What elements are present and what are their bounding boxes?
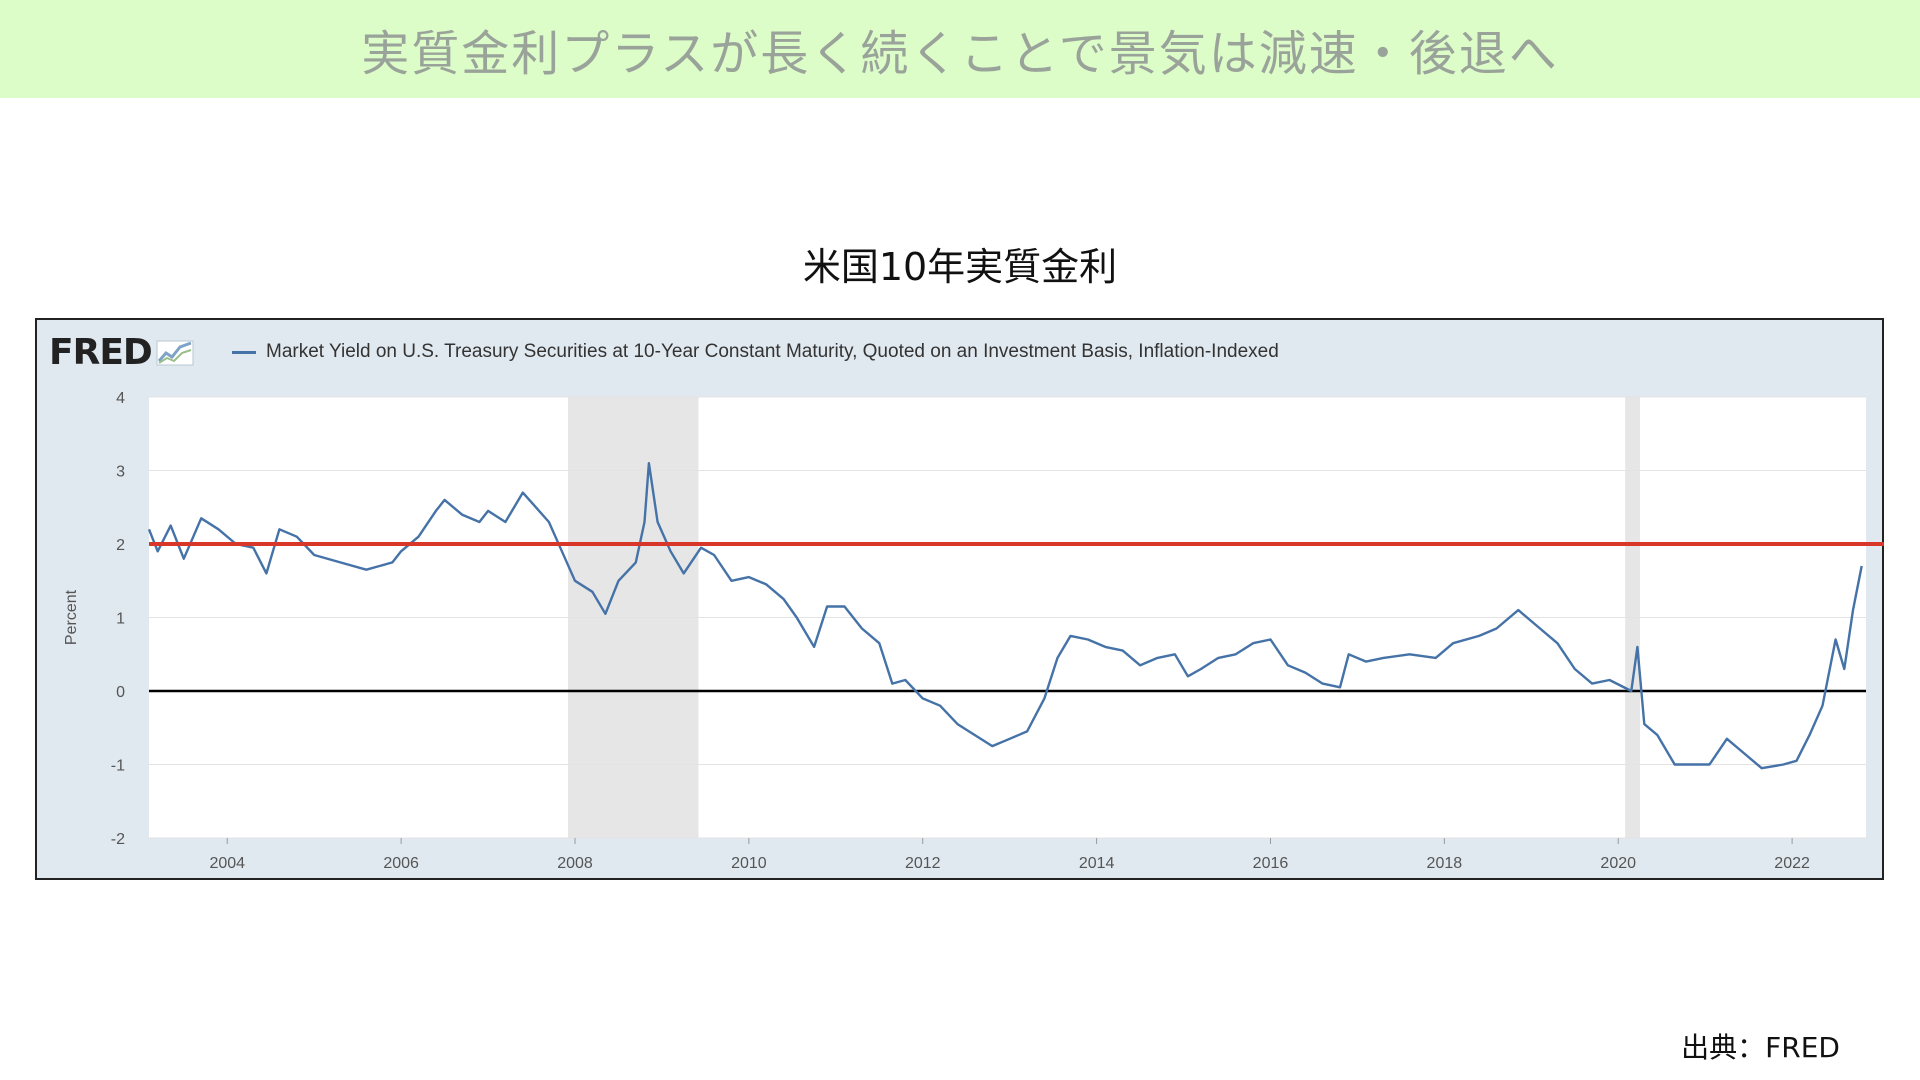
legend-swatch <box>232 350 256 354</box>
header-banner: 実質金利プラスが長く続くことで景気は減速・後退へ <box>0 0 1920 98</box>
legend-label: Market Yield on U.S. Treasury Securities… <box>266 341 1279 362</box>
source-note: 出典：FRED <box>1681 1031 1840 1064</box>
x-tick-label: 2004 <box>209 855 245 872</box>
chart-line-icon <box>156 340 194 366</box>
chart-legend: Market Yield on U.S. Treasury Securities… <box>232 337 1279 367</box>
chart-title: 米国10年実質金利 <box>802 245 1118 289</box>
fred-logo: FRED <box>49 330 194 374</box>
x-tick-label: 2020 <box>1600 855 1636 872</box>
y-tick-label: 3 <box>116 464 125 481</box>
x-tick-label: 2012 <box>905 855 941 872</box>
y-tick-label: 0 <box>116 684 125 701</box>
fred-logo-text: FRED <box>49 331 153 373</box>
y-tick-label: -1 <box>111 758 125 775</box>
y-tick-label: -2 <box>111 831 125 848</box>
x-tick-label: 2022 <box>1774 855 1810 872</box>
x-tick-label: 2018 <box>1427 855 1463 872</box>
y-tick-label: 4 <box>116 390 125 407</box>
x-tick-label: 2006 <box>383 855 419 872</box>
x-tick-label: 2014 <box>1079 855 1115 872</box>
y-tick-label: 1 <box>116 611 125 628</box>
x-tick-label: 2008 <box>557 855 593 872</box>
header-title: 実質金利プラスが長く続くことで景気は減速・後退へ <box>361 26 1559 82</box>
x-tick-label: 2016 <box>1253 855 1289 872</box>
y-tick-label: 2 <box>116 537 125 554</box>
x-tick-label: 2010 <box>731 855 767 872</box>
y-axis-label: Percent <box>63 589 80 645</box>
series-line <box>147 462 1863 770</box>
